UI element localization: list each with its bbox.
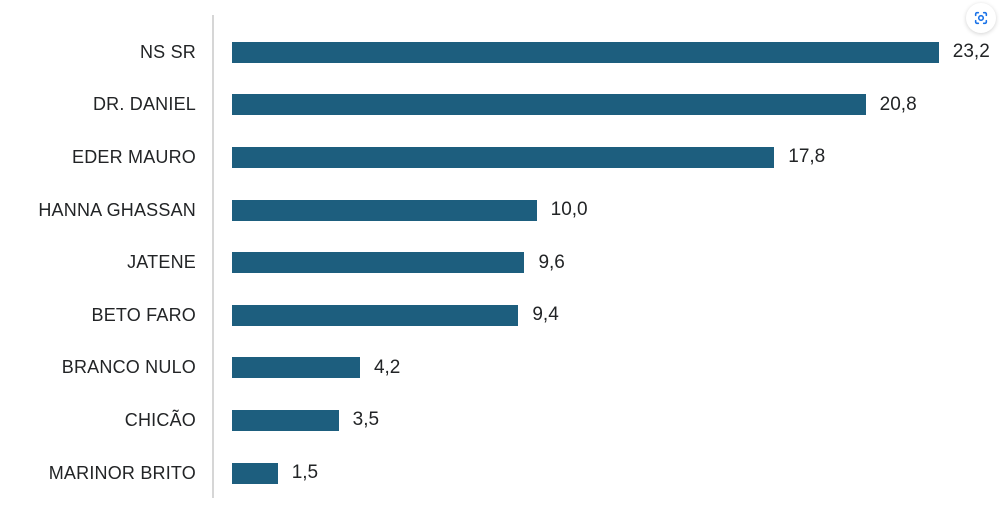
table-row: NS SR 23,2 — [0, 26, 1000, 79]
table-row: JATENE 9,6 — [0, 236, 1000, 289]
table-row: MARINOR BRITO 1,5 — [0, 447, 1000, 500]
bar — [232, 41, 939, 63]
value-label: 1,5 — [291, 462, 319, 484]
category-label: JATENE — [127, 252, 196, 273]
value-label: 10,0 — [550, 199, 588, 221]
category-label: MARINOR BRITO — [48, 462, 196, 483]
bar — [232, 304, 519, 326]
bar — [232, 252, 525, 274]
category-label: HANNA GHASSAN — [38, 199, 196, 220]
category-label: CHICÃO — [124, 409, 196, 430]
value-label: 17,8 — [788, 146, 826, 168]
category-label: DR. DANIEL — [92, 94, 196, 115]
bar-track: 10,0 — [214, 184, 1000, 237]
bar-track: 20,8 — [214, 79, 1000, 132]
bar — [232, 409, 339, 431]
table-row: EDER MAURO 17,8 — [0, 131, 1000, 184]
bar — [232, 146, 775, 168]
bar — [232, 357, 360, 379]
bar-rows: NS SR 23,2 DR. DANIEL 20,8 EDER MAURO 17… — [0, 26, 1000, 499]
value-label: 23,2 — [952, 41, 990, 63]
bar-track: 4,2 — [214, 342, 1000, 395]
bar — [232, 94, 866, 116]
y-axis-line — [212, 15, 214, 498]
value-label: 20,8 — [879, 93, 917, 115]
value-label: 9,6 — [538, 251, 565, 273]
bar-track: 1,5 — [214, 447, 1000, 500]
table-row: DR. DANIEL 20,8 — [0, 79, 1000, 132]
value-label: 4,2 — [373, 356, 401, 378]
table-row: BRANCO NULO 4,2 — [0, 342, 1000, 395]
value-label: 3,5 — [352, 409, 380, 431]
bar-track: 3,5 — [214, 394, 1000, 447]
category-label: NS SR — [139, 41, 196, 62]
category-label: EDER MAURO — [71, 146, 196, 167]
table-row: CHICÃO 3,5 — [0, 394, 1000, 447]
table-row: BETO FARO 9,4 — [0, 289, 1000, 342]
bar — [232, 199, 537, 221]
value-label: 9,4 — [532, 304, 559, 326]
category-label: BRANCO NULO — [61, 357, 196, 378]
bar — [232, 462, 278, 484]
bar-track: 9,4 — [214, 289, 1000, 342]
bar-track: 23,2 — [214, 26, 1000, 79]
bar-track: 17,8 — [214, 131, 1000, 184]
lens-scan-button[interactable] — [966, 3, 996, 33]
category-label: BETO FARO — [91, 304, 196, 325]
lens-scan-icon — [973, 10, 989, 26]
bar-track: 9,6 — [214, 236, 1000, 289]
table-row: HANNA GHASSAN 10,0 — [0, 184, 1000, 237]
